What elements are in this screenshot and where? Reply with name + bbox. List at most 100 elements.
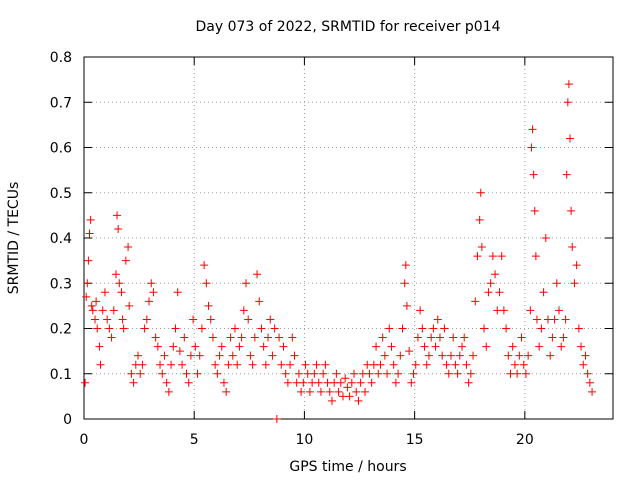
data-point	[446, 351, 455, 360]
data-point	[228, 351, 237, 360]
x-axis-title: GPS time / hours	[289, 459, 406, 475]
data-point	[466, 369, 475, 378]
data-point	[305, 387, 314, 396]
data-point	[184, 378, 193, 387]
data-point	[383, 369, 392, 378]
data-point	[367, 378, 376, 387]
data-point	[189, 315, 198, 324]
data-point	[103, 315, 112, 324]
data-point	[471, 297, 480, 306]
y-tick-label: 0.5	[50, 186, 72, 202]
data-point	[409, 369, 418, 378]
data-point	[499, 306, 508, 315]
data-point	[202, 279, 211, 288]
data-point	[550, 315, 559, 324]
data-point	[535, 342, 544, 351]
data-point	[312, 360, 321, 369]
data-point	[398, 324, 407, 333]
data-point	[475, 215, 484, 224]
data-point	[180, 333, 189, 342]
data-point	[129, 378, 138, 387]
data-point	[356, 378, 365, 387]
data-point	[372, 342, 381, 351]
data-point	[562, 170, 571, 179]
data-point	[510, 360, 519, 369]
data-point	[92, 297, 101, 306]
chart-title: Day 073 of 2022, SRMTID for receiver p01…	[195, 19, 500, 35]
data-point	[476, 188, 485, 197]
data-point	[488, 252, 497, 261]
data-point	[105, 324, 114, 333]
data-point	[211, 360, 220, 369]
data-point	[136, 369, 145, 378]
data-point	[530, 206, 539, 215]
x-tick-label: 10	[296, 432, 314, 448]
data-point	[88, 306, 97, 315]
data-point	[230, 324, 239, 333]
data-point	[259, 342, 268, 351]
x-tick-label: 15	[406, 432, 424, 448]
data-point	[255, 297, 264, 306]
y-tick-label: 0.4	[50, 231, 72, 247]
data-point	[237, 333, 246, 342]
data-point	[464, 378, 473, 387]
data-point	[563, 98, 572, 107]
data-point	[546, 351, 555, 360]
data-point	[424, 351, 433, 360]
data-point	[497, 252, 506, 261]
data-point	[124, 243, 133, 252]
data-point	[413, 333, 422, 342]
data-point	[235, 342, 244, 351]
data-point	[242, 279, 251, 288]
x-tick-labels: 0 5 10 15 20	[80, 432, 534, 448]
data-point	[433, 315, 442, 324]
data-point	[477, 243, 486, 252]
data-point	[579, 360, 588, 369]
data-point	[572, 261, 581, 270]
data-point	[98, 306, 107, 315]
data-point	[484, 288, 493, 297]
data-point	[299, 378, 308, 387]
data-point	[442, 360, 451, 369]
data-point	[334, 387, 343, 396]
data-point	[354, 396, 363, 405]
data-point	[138, 360, 147, 369]
data-point	[391, 378, 400, 387]
data-point	[261, 360, 270, 369]
data-point	[524, 351, 533, 360]
data-point	[167, 360, 176, 369]
data-point	[224, 360, 233, 369]
y-tick-label: 0	[63, 412, 72, 428]
data-point	[208, 333, 217, 342]
data-point	[281, 369, 290, 378]
data-point	[537, 324, 546, 333]
data-point	[574, 324, 583, 333]
data-point	[164, 387, 173, 396]
data-point	[420, 342, 429, 351]
data-point	[204, 301, 213, 310]
x-tick-label: 5	[190, 432, 199, 448]
data-point	[343, 383, 352, 392]
data-point	[407, 378, 416, 387]
data-point	[310, 369, 319, 378]
data-point	[376, 360, 385, 369]
data-point	[495, 288, 504, 297]
data-point	[248, 360, 257, 369]
data-point	[151, 333, 160, 342]
data-point	[217, 342, 226, 351]
data-point	[244, 315, 253, 324]
data-point	[113, 211, 122, 220]
data-point	[527, 143, 536, 152]
data-point	[491, 270, 500, 279]
data-point	[83, 279, 92, 288]
data-point	[427, 333, 436, 342]
data-point	[91, 315, 100, 324]
data-point	[389, 360, 398, 369]
data-point	[405, 347, 414, 356]
data-point	[111, 270, 120, 279]
data-point	[588, 387, 597, 396]
data-point	[175, 347, 184, 356]
data-point	[226, 333, 235, 342]
data-point	[195, 351, 204, 360]
